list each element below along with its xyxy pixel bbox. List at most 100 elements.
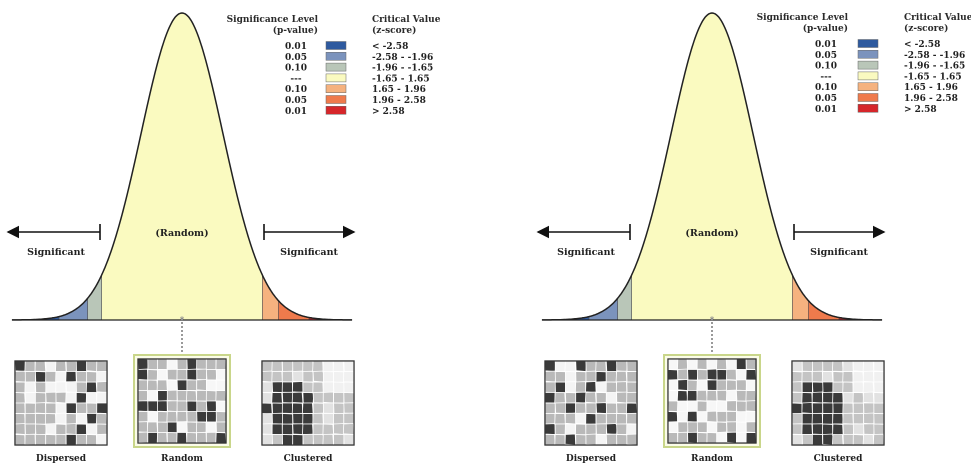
- map-polygon: [554, 402, 567, 414]
- map-random: [137, 358, 227, 444]
- map-polygon: [687, 400, 698, 412]
- legend-zscore: -1.96 - -1.65: [904, 62, 965, 72]
- map-polygon: [822, 391, 834, 404]
- map-polygon: [842, 371, 854, 383]
- map-polygon: [687, 421, 699, 433]
- map-polygon: [554, 423, 567, 435]
- map-polygon: [852, 423, 865, 435]
- map-label-random: Random: [161, 454, 203, 464]
- map-polygon: [322, 402, 335, 414]
- map-polygon: [726, 410, 738, 423]
- legend-swatch: [325, 95, 347, 104]
- curve-tail-left-inner: [87, 274, 102, 321]
- map-polygon: [205, 411, 217, 423]
- map-polygon: [626, 423, 638, 436]
- map-polygon: [205, 358, 217, 370]
- map-polygon: [156, 400, 168, 412]
- map-polygon: [716, 358, 728, 371]
- map-polygon: [215, 400, 227, 413]
- map-polygon: [96, 433, 108, 446]
- map-polygon: [215, 358, 227, 371]
- map-polygon: [791, 371, 803, 384]
- map-polygon: [261, 392, 273, 405]
- map-polygon: [14, 360, 27, 372]
- map-polygon: [544, 402, 556, 415]
- map-polygon: [831, 360, 844, 372]
- map-polygon: [716, 379, 728, 391]
- map-polygon: [137, 421, 149, 433]
- map-polygon: [696, 421, 708, 433]
- bell-curve: [541, 12, 883, 321]
- legend-zscore: -1.96 - -1.65: [372, 64, 433, 74]
- map-polygon: [65, 391, 77, 404]
- map-polygon: [96, 391, 108, 404]
- map-polygon: [811, 423, 824, 435]
- map-polygon: [626, 412, 638, 425]
- map-polygon: [185, 390, 198, 402]
- map-polygon: [873, 392, 885, 405]
- map-polygon: [676, 400, 689, 413]
- map-polygon: [24, 423, 37, 435]
- label-random: (Random): [685, 228, 738, 239]
- map-polygon: [811, 381, 824, 394]
- map-polygon: [281, 402, 294, 414]
- map-clustered: [261, 360, 355, 446]
- map-polygon: [716, 369, 728, 381]
- legend-pvalue: 0.01: [285, 107, 307, 117]
- map-polygon: [745, 432, 757, 444]
- map-polygon: [677, 358, 689, 370]
- label-significant-left: Significant: [27, 247, 85, 258]
- map-polygon: [706, 389, 718, 402]
- map-polygon: [96, 381, 108, 393]
- map-polygon: [575, 360, 588, 372]
- map-polygon: [726, 421, 738, 433]
- map-polygon: [147, 431, 159, 444]
- map-polygon: [55, 434, 67, 446]
- map-polygon: [55, 381, 67, 393]
- map-polygon: [96, 402, 108, 414]
- map-polygon: [801, 412, 813, 425]
- map-polygon: [677, 431, 689, 444]
- map-polygon: [852, 434, 865, 446]
- map-polygon: [34, 381, 47, 394]
- legend: Significance Level (p-value) Critical Va…: [227, 15, 441, 117]
- map-border: [544, 360, 638, 446]
- curve-tail-left-mid: [58, 297, 88, 321]
- map-polygon: [292, 412, 304, 425]
- legend-swatch: [857, 60, 879, 70]
- map-polygon: [45, 370, 57, 383]
- map-polygon: [735, 390, 748, 402]
- legend-zscore: 1.96 - 2.58: [904, 94, 958, 104]
- map-polygon: [24, 402, 37, 415]
- map-polygon: [215, 421, 227, 433]
- map-polygon: [333, 423, 345, 435]
- map-polygon: [616, 434, 628, 446]
- legend-pvalue: 0.05: [285, 53, 307, 63]
- legend-title-zscore: Critical Value: [372, 15, 441, 25]
- map-polygon: [585, 433, 597, 446]
- map-polygon: [706, 358, 718, 370]
- map-polygon: [322, 360, 335, 373]
- map-polygon: [147, 411, 159, 423]
- map-polygon: [544, 391, 556, 404]
- panel-right: Significant (Random) Significant Signifi…: [536, 12, 971, 464]
- legend-title-pvalue: Significance Level: [757, 13, 849, 23]
- legend-swatch: [857, 104, 879, 113]
- map-polygon: [302, 423, 314, 435]
- map-polygon: [281, 391, 294, 404]
- map-polygon: [292, 381, 304, 393]
- map-polygon: [616, 360, 628, 372]
- map-polygon: [811, 391, 824, 404]
- map-polygon: [261, 413, 273, 425]
- map-polygon: [564, 360, 577, 373]
- map-polygon: [205, 379, 217, 392]
- map-polygon: [176, 432, 188, 444]
- map-polygon: [667, 411, 679, 424]
- legend-subtitle-zscore: (z-score): [904, 23, 948, 34]
- legend-zscore: < -2.58: [372, 42, 408, 52]
- map-polygon: [735, 369, 747, 381]
- map-polygon: [215, 379, 227, 392]
- map-polygon: [832, 392, 844, 404]
- map-polygon: [186, 358, 198, 371]
- map-polygon: [716, 411, 728, 423]
